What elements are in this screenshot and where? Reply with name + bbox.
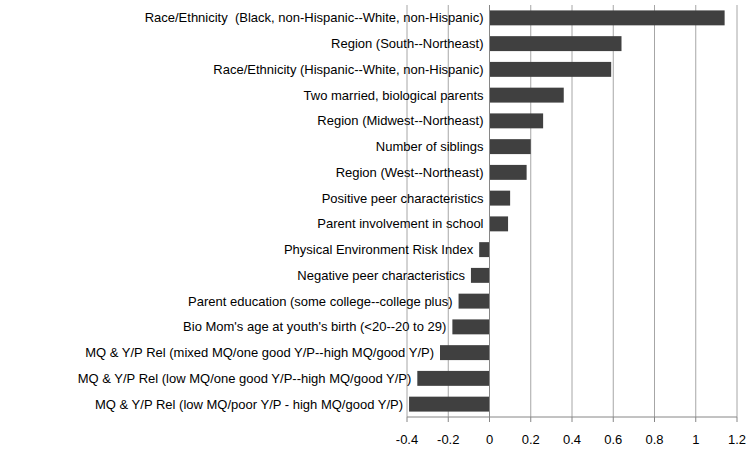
category-label: Race/Ethnicity (Hispanic--White, non-His… bbox=[213, 62, 483, 77]
tick-mark bbox=[530, 417, 531, 422]
category-label: Region (South--Northeast) bbox=[331, 36, 483, 51]
tick-label: -0.4 bbox=[396, 432, 418, 447]
bar bbox=[471, 268, 490, 283]
bar bbox=[490, 216, 509, 231]
category-label: Region (West--Northeast) bbox=[336, 165, 484, 180]
bar bbox=[459, 294, 490, 309]
bar bbox=[409, 397, 489, 412]
grid-line bbox=[613, 5, 614, 417]
tick-mark bbox=[407, 417, 408, 422]
grid-line bbox=[654, 5, 655, 417]
category-label: Race/Ethnicity (Black, non-Hispanic--Whi… bbox=[145, 10, 484, 25]
tick-label: 1 bbox=[692, 432, 699, 447]
grid-line bbox=[695, 5, 696, 417]
category-label: Parent education (some college--college … bbox=[188, 294, 452, 309]
bar bbox=[490, 88, 564, 103]
category-label: Parent involvement in school bbox=[317, 216, 483, 231]
category-label: Physical Environment Risk Index bbox=[284, 242, 474, 257]
bar bbox=[490, 10, 725, 25]
category-label: MQ & Y/P Rel (mixed MQ/one good Y/P--hig… bbox=[85, 345, 434, 360]
tick-label: 0.4 bbox=[563, 432, 581, 447]
tick-mark bbox=[489, 417, 490, 422]
grid-line bbox=[737, 5, 738, 417]
bar bbox=[479, 242, 489, 257]
bar bbox=[417, 371, 489, 386]
tick-mark bbox=[448, 417, 449, 422]
category-label: Positive peer characteristics bbox=[322, 191, 484, 206]
tick-label: -0.2 bbox=[437, 432, 459, 447]
bar bbox=[490, 62, 612, 77]
x-axis bbox=[407, 417, 737, 418]
tick-label: 0.8 bbox=[645, 432, 663, 447]
tick-label: 0.6 bbox=[604, 432, 622, 447]
bar bbox=[490, 139, 531, 154]
bar bbox=[452, 319, 489, 334]
bar bbox=[490, 113, 544, 128]
tick-mark bbox=[695, 417, 696, 422]
tick-mark bbox=[572, 417, 573, 422]
grid-line bbox=[489, 5, 490, 417]
category-label: MQ & Y/P Rel (low MQ/poor Y/P - high MQ/… bbox=[95, 397, 403, 412]
category-label: Negative peer characteristics bbox=[297, 268, 465, 283]
category-label: Region (Midwest--Northeast) bbox=[317, 113, 483, 128]
tick-mark bbox=[654, 417, 655, 422]
tick-label: 1.2 bbox=[728, 432, 746, 447]
category-label: Bio Mom's age at youth's birth (<20--20 … bbox=[183, 319, 446, 334]
category-label: Two married, biological parents bbox=[304, 88, 484, 103]
tick-label: 0.2 bbox=[522, 432, 540, 447]
bar bbox=[440, 345, 490, 360]
bar bbox=[490, 36, 622, 51]
category-label: MQ & Y/P Rel (low MQ/one good Y/P--high … bbox=[78, 371, 412, 386]
bar bbox=[490, 165, 527, 180]
chart: -0.4 -0.2 0 0.2 0.4 0.6 0.8 1 1.2 Race/Ethnicity … bbox=[0, 0, 752, 456]
tick-mark bbox=[737, 417, 738, 422]
tick-label: 0 bbox=[486, 432, 493, 447]
category-label: Number of siblings bbox=[376, 139, 484, 154]
tick-mark bbox=[613, 417, 614, 422]
category-axis bbox=[489, 5, 490, 417]
bar bbox=[490, 191, 511, 206]
